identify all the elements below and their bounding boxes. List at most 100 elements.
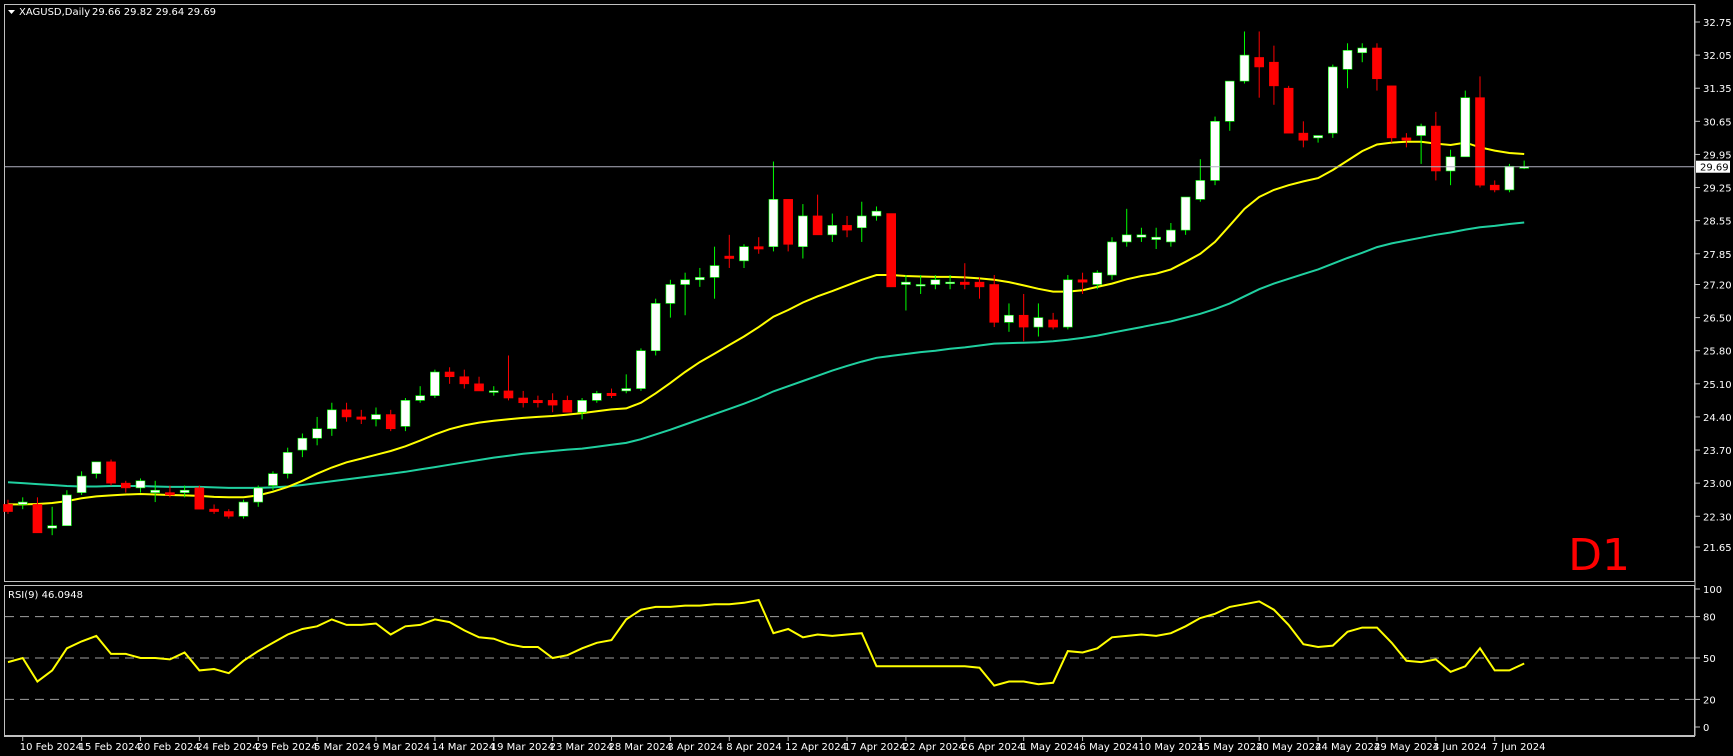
candle-bull <box>1092 270 1103 290</box>
candle-body <box>1121 234 1132 243</box>
candle-body <box>327 409 337 430</box>
candle-bull <box>827 213 838 242</box>
price-tick-label: 32.05 <box>1703 51 1732 62</box>
candle-body <box>665 284 676 304</box>
candle-bear <box>209 504 219 514</box>
candle-bear <box>886 213 897 288</box>
rsi-tick-label: 0 <box>1703 723 1709 734</box>
candle-bull <box>577 398 587 420</box>
candle-body <box>1033 317 1044 328</box>
candle-bull <box>930 275 941 290</box>
candle-bear <box>547 393 558 413</box>
time-tick-label: 15 Feb 2024 <box>79 742 141 753</box>
candle-bull <box>665 279 676 318</box>
candle-bull <box>150 480 160 503</box>
candle-body <box>1313 135 1323 139</box>
candle-bear <box>474 376 484 392</box>
candle-bull <box>1004 303 1014 332</box>
candle-body <box>562 400 573 413</box>
candle-body <box>1180 196 1191 231</box>
candle-body <box>930 279 941 285</box>
candle-body <box>488 390 499 393</box>
candle-bull <box>17 497 28 510</box>
candle-body <box>120 482 131 489</box>
candle-body <box>341 409 352 418</box>
dropdown-triangle-icon[interactable] <box>8 10 15 14</box>
candle-bull <box>312 416 322 446</box>
candle-bull <box>1180 196 1191 235</box>
candle-body <box>1460 97 1471 158</box>
time-tick-label: 7 Jun 2024 <box>1492 742 1546 753</box>
candle-bull <box>327 402 337 436</box>
candle-body <box>444 371 455 378</box>
candle-body <box>312 428 322 439</box>
candle-body <box>1372 47 1382 80</box>
time-tick-label: 10 Feb 2024 <box>20 742 82 753</box>
candle-bear <box>32 497 43 534</box>
candle-body <box>533 400 543 404</box>
candle-body <box>282 452 293 474</box>
candle-bull <box>400 398 411 432</box>
candle-body <box>179 489 190 493</box>
candle-body <box>945 281 955 284</box>
candle-body <box>1328 66 1338 134</box>
candle-bull <box>91 461 102 479</box>
candle-body <box>812 215 823 236</box>
candle-bull <box>179 485 190 498</box>
candle-body <box>1092 272 1103 285</box>
time-tick-label: 26 Apr 2024 <box>962 742 1024 753</box>
time-tick-label: 12 Apr 2024 <box>785 742 847 753</box>
price-tick-label: 27.85 <box>1703 250 1732 261</box>
candle-bear <box>753 237 764 254</box>
candle-body <box>886 213 897 288</box>
time-tick-label: 19 Mar 2024 <box>491 742 554 753</box>
candle-body <box>135 480 146 489</box>
candle-bull <box>1342 43 1353 89</box>
candle-body <box>577 400 587 413</box>
time-tick-label: 6 May 2024 <box>1080 742 1139 753</box>
candle-bear <box>106 459 116 486</box>
price-tick-label: 29.25 <box>1703 184 1732 195</box>
candle-bull <box>1416 123 1426 164</box>
candle-body <box>989 284 1000 323</box>
candle-body <box>238 501 249 517</box>
candle-bull <box>1210 116 1220 186</box>
candle-bull <box>1121 208 1132 247</box>
time-tick-label: 3 Apr 2024 <box>667 742 722 753</box>
candle-bear <box>1372 43 1382 91</box>
candle-body <box>709 265 720 278</box>
candle-body <box>1504 165 1515 191</box>
candle-bull <box>695 267 705 287</box>
candle-bear <box>518 390 529 408</box>
time-tick-label: 17 Apr 2024 <box>844 742 906 753</box>
timeframe-label: D1 <box>1568 530 1630 581</box>
candle-body <box>974 281 985 288</box>
candle-bull <box>739 244 749 268</box>
candle-bull <box>945 275 955 290</box>
candle-bull <box>371 407 381 427</box>
candle-body <box>62 494 72 527</box>
candle-body <box>1224 80 1235 122</box>
candle-bear <box>1475 76 1485 188</box>
candle-body <box>415 395 425 401</box>
ohlc-label: 29.66 29.82 29.64 29.69 <box>92 7 216 18</box>
price-axis-ticks: 32.75 32.05 31.35 30.65 29.95 29.25 28.55 27.85… <box>1695 18 1732 554</box>
time-tick-label: 1 May 2024 <box>1021 742 1080 753</box>
price-tick-label: 27.20 <box>1703 281 1732 292</box>
candle-bull <box>798 204 808 259</box>
rsi-line <box>7 598 1525 687</box>
candle-body <box>739 246 749 262</box>
candle-body <box>1283 87 1294 134</box>
candle-body <box>1107 241 1117 276</box>
candle-body <box>1018 314 1029 328</box>
candle-bear <box>533 395 543 408</box>
candle-body <box>621 388 632 392</box>
time-tick-label: 10 May 2024 <box>1138 742 1203 753</box>
candle-bear <box>842 215 852 238</box>
candle-bear <box>974 277 985 299</box>
rsi-tick-label: 100 <box>1703 585 1722 596</box>
candle-bear <box>959 263 970 290</box>
candle-bear <box>459 369 470 389</box>
price-tick-label: 23.00 <box>1703 479 1732 490</box>
